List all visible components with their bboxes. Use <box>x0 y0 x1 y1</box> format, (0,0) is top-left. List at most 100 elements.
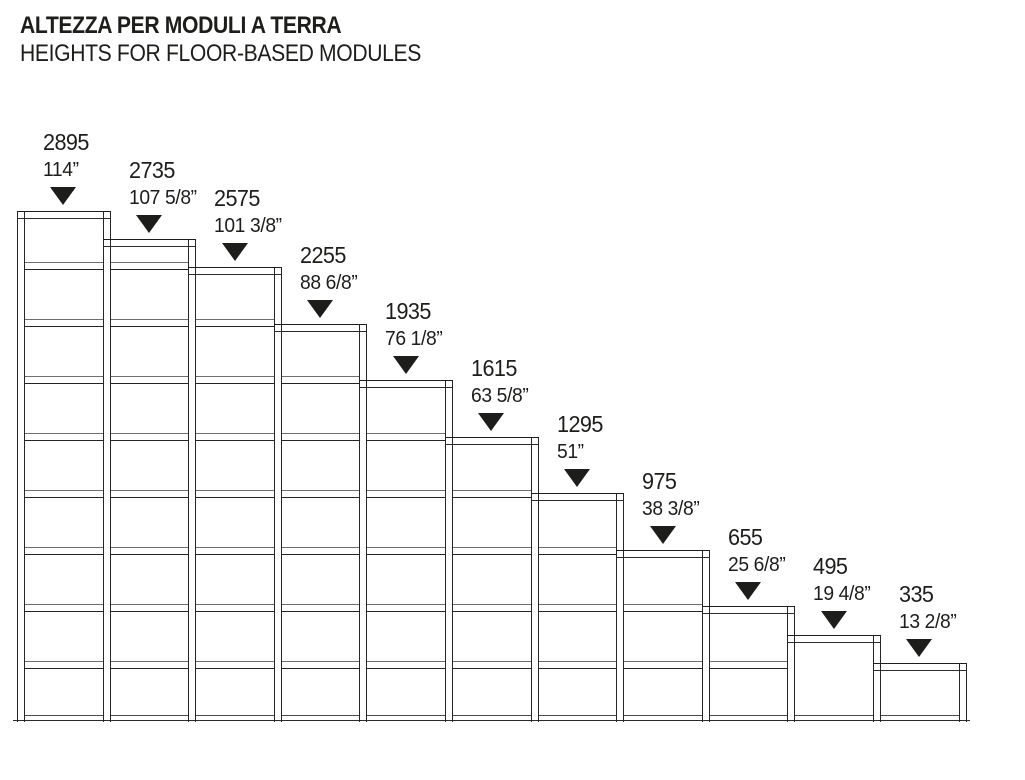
shelf <box>367 546 445 555</box>
shelf <box>196 375 274 384</box>
module-height-mm: 1295 <box>556 411 603 438</box>
pointer-triangle-icon <box>563 469 590 488</box>
ground-line <box>13 720 970 722</box>
module-height-inches: 19 4/8” <box>813 581 871 605</box>
module-height-inches: 76 1/8” <box>385 327 443 351</box>
page-title-italian: ALTEZZA PER MODULI A TERRA <box>20 12 342 39</box>
module-top-panel <box>701 606 796 615</box>
shelf <box>110 375 189 384</box>
module-height-inches: 114” <box>43 157 79 181</box>
shelf <box>453 603 531 612</box>
shelf <box>110 603 189 612</box>
title-block: ALTEZZA PER MODULI A TERRA HEIGHTS FOR F… <box>20 12 476 68</box>
shelf <box>25 261 103 270</box>
dimension-label: 1615 63 5/8” <box>471 354 529 409</box>
side-panel <box>102 210 111 722</box>
dimension-label: 655 25 6/8” <box>727 524 786 578</box>
side-panel <box>787 606 796 722</box>
dimension-label: 2255 88 6/8” <box>299 242 358 296</box>
dimension-label: 2735 107 5/8” <box>129 157 197 211</box>
module-base <box>624 715 702 720</box>
module-height-mm: 495 <box>813 552 848 579</box>
shelf <box>624 660 702 669</box>
shelf <box>25 489 103 498</box>
shelf <box>110 660 189 669</box>
shelf <box>453 660 531 669</box>
shelf <box>25 660 103 669</box>
side-panel <box>530 436 539 722</box>
module-height-inches: 63 5/8” <box>471 383 529 407</box>
shelf <box>281 432 360 441</box>
module-top-panel <box>102 238 197 247</box>
shelf <box>25 318 103 327</box>
shelf <box>196 660 274 669</box>
module-height-inches: 51” <box>556 440 584 464</box>
module-top-panel <box>273 323 368 332</box>
module-height-mm: 1935 <box>385 298 432 325</box>
side-panel <box>616 493 625 722</box>
pointer-triangle-icon <box>906 638 933 657</box>
pointer-triangle-icon <box>307 299 334 318</box>
shelf <box>281 489 360 498</box>
shelf <box>367 489 445 498</box>
shelf <box>538 546 617 555</box>
shelf <box>709 660 788 669</box>
pointer-triangle-icon <box>649 525 676 544</box>
shelf <box>196 603 274 612</box>
module-top-panel <box>359 380 453 389</box>
module-height-mm: 1615 <box>471 354 517 381</box>
side-panel <box>188 238 197 722</box>
shelf <box>453 489 531 498</box>
module-top-panel <box>787 634 881 643</box>
pointer-triangle-icon <box>135 214 162 233</box>
module-base <box>709 715 788 720</box>
shelf <box>110 318 189 327</box>
shelf <box>25 546 103 555</box>
pointer-triangle-icon <box>478 412 505 431</box>
module-height-mm: 975 <box>642 467 677 494</box>
shelf <box>196 318 274 327</box>
module-base <box>25 715 103 720</box>
module-base <box>453 715 531 720</box>
shelf <box>367 432 445 441</box>
shelf <box>25 432 103 441</box>
shelf <box>538 603 617 612</box>
module-top-panel <box>445 436 539 445</box>
module-height-inches: 107 5/8” <box>128 185 197 209</box>
shelf <box>25 375 103 384</box>
module-height-mm: 2735 <box>128 156 175 183</box>
dimension-label: 2895 114” <box>43 129 89 183</box>
pointer-triangle-icon <box>392 356 419 375</box>
module-top-panel <box>873 662 967 671</box>
module-top-panel <box>188 267 282 276</box>
module-height-mm: 335 <box>899 580 934 607</box>
dimension-label: 975 38 3/8” <box>642 467 700 522</box>
module-height-inches: 88 6/8” <box>299 270 358 294</box>
dimension-label: 1935 76 1/8” <box>385 298 443 352</box>
shelf <box>110 546 189 555</box>
module-top-panel <box>530 493 625 502</box>
shelf <box>367 603 445 612</box>
dimension-label: 335 13 2/8” <box>899 580 957 635</box>
module-height-mm: 655 <box>727 524 763 551</box>
pointer-triangle-icon <box>221 243 248 262</box>
module-base <box>196 715 274 720</box>
module-base <box>538 715 617 720</box>
side-panel <box>873 634 881 722</box>
module-base <box>881 715 959 720</box>
module-height-mm: 2575 <box>214 185 261 212</box>
shelf <box>196 546 274 555</box>
shelf <box>538 660 617 669</box>
pointer-triangle-icon <box>735 582 762 601</box>
module-height-inches: 101 3/8” <box>214 214 282 238</box>
side-panel <box>445 380 453 722</box>
pointer-triangle-icon <box>820 610 847 629</box>
module-base <box>795 715 873 720</box>
side-panel <box>273 267 282 722</box>
side-panel <box>958 662 967 722</box>
module-base <box>281 715 360 720</box>
module-base <box>367 715 445 720</box>
shelf <box>367 660 445 669</box>
